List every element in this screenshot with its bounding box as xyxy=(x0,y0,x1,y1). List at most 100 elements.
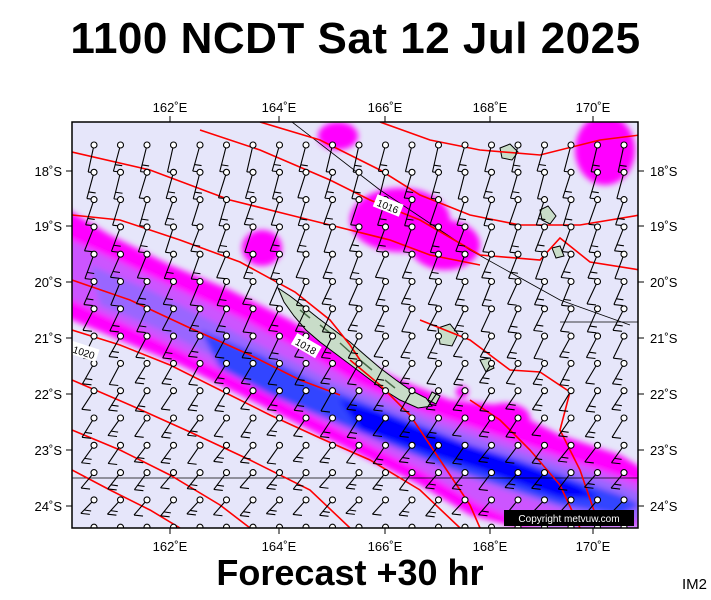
wind-barb-staff xyxy=(84,226,95,252)
wind-barb-staff xyxy=(108,335,121,357)
wind-barb-station xyxy=(116,469,125,477)
wind-barb-feather xyxy=(142,164,150,167)
wind-barb-feather xyxy=(213,460,223,463)
wind-barb-staff xyxy=(617,144,625,173)
wind-barb-feather xyxy=(533,383,543,386)
wind-barb-station xyxy=(275,359,284,367)
wind-barb-staff xyxy=(352,144,360,173)
wind-barb-staff xyxy=(347,308,360,331)
wind-barb-feather xyxy=(319,486,329,489)
wind-barb-feather xyxy=(214,435,224,438)
wind-barb-feather xyxy=(563,298,571,301)
wind-barb-station xyxy=(90,168,98,176)
wind-barb-feather xyxy=(243,511,251,514)
wind-barb-station xyxy=(116,250,125,258)
wind-barb-feather xyxy=(401,331,411,334)
wind-barb-staff xyxy=(452,335,466,357)
wind-barb-station xyxy=(196,469,204,477)
wind-barb-staff xyxy=(298,144,307,172)
wind-barb-feather xyxy=(296,456,304,459)
wind-barb-staff xyxy=(320,335,333,358)
wind-barb-staff xyxy=(374,308,386,332)
wind-barb-feather xyxy=(240,408,250,411)
wind-barb-station xyxy=(249,305,257,313)
wind-barb-staff xyxy=(357,526,360,528)
wind-barb-station xyxy=(143,441,151,449)
wind-barb-staff xyxy=(330,526,333,528)
wind-barb-station xyxy=(143,387,151,395)
wind-barb-feather xyxy=(134,489,144,492)
wind-barb-feather xyxy=(217,537,224,538)
wind-barb-station xyxy=(90,441,98,449)
wind-barb-staff xyxy=(108,390,121,411)
wind-barb-station xyxy=(196,359,204,367)
wind-barb-staff xyxy=(614,226,625,252)
wind-barb-feather xyxy=(294,409,304,412)
wind-barb-feather xyxy=(324,297,332,300)
wind-barb-feather xyxy=(82,329,93,332)
wind-barb-staff xyxy=(323,226,334,253)
wind-barb-station xyxy=(408,523,416,528)
wind-barb-feather xyxy=(295,330,305,333)
wind-barb-feather xyxy=(428,511,436,514)
wind-barb-staff xyxy=(214,335,227,358)
wind-barb-station xyxy=(408,223,416,231)
wind-barb-feather xyxy=(113,244,121,247)
wind-barb-feather xyxy=(428,483,436,486)
wind-barb-station xyxy=(487,387,496,395)
wind-barb-station xyxy=(434,496,443,504)
wind-barb-station xyxy=(381,141,390,149)
wind-barb-staff xyxy=(401,308,413,332)
wind-barb-feather xyxy=(213,514,223,517)
wind-barb-station xyxy=(408,277,416,286)
wind-barb-staff xyxy=(218,199,228,226)
wind-barb-staff xyxy=(399,417,413,437)
wind-barb-station xyxy=(143,469,151,477)
wind-barb-feather xyxy=(378,298,386,301)
wind-barb-staff xyxy=(505,363,519,384)
lat-label-right-22: 22˚S xyxy=(650,387,678,402)
wind-barb-staff xyxy=(378,172,387,200)
wind-barb-feather xyxy=(400,356,410,359)
wind-barb-feather xyxy=(293,460,303,463)
wind-barb-staff xyxy=(511,144,519,172)
wind-barb-station xyxy=(408,168,416,176)
wind-barb-staff xyxy=(561,226,572,252)
wind-barb-feather xyxy=(399,489,409,492)
wind-barb-station xyxy=(487,250,496,258)
wind-barb-feather xyxy=(563,271,571,274)
wind-barb-station xyxy=(328,196,337,204)
wind-barb-staff xyxy=(268,335,280,359)
wind-barb-feather xyxy=(139,325,147,328)
wind-barb-station xyxy=(567,250,575,258)
wind-barb-feather xyxy=(194,164,202,167)
wind-barb-station xyxy=(593,496,602,504)
wind-barb-feather xyxy=(426,383,436,386)
wind-barb-feather xyxy=(354,164,362,167)
wind-barb-feather xyxy=(511,245,519,248)
wind-barb-staff xyxy=(270,254,281,279)
wind-barb-feather xyxy=(561,456,569,459)
wind-barb-station xyxy=(196,332,204,340)
wind-barb-feather xyxy=(616,244,624,247)
wind-barb-staff xyxy=(483,199,493,226)
wind-barb-station xyxy=(355,277,363,286)
wind-barb-station xyxy=(116,277,125,286)
wind-barb-feather xyxy=(459,164,467,167)
wind-barb-station xyxy=(620,168,628,176)
wind-barb-feather xyxy=(81,541,90,542)
wind-barb-feather xyxy=(319,461,329,464)
wind-barb-staff xyxy=(587,253,599,279)
wind-barb-station xyxy=(249,250,257,258)
wind-barb-staff xyxy=(586,308,599,332)
wind-barb-station xyxy=(593,441,602,449)
wind-barb-feather xyxy=(293,435,303,438)
wind-barb-feather xyxy=(536,324,544,327)
wind-barb-feather xyxy=(320,382,330,385)
wind-barb-feather xyxy=(481,330,491,333)
wind-barb-staff xyxy=(456,199,466,226)
wind-barb-feather xyxy=(108,409,118,412)
wind-barb-staff xyxy=(351,172,360,199)
wind-barb-feather xyxy=(373,409,383,412)
wind-barb-staff xyxy=(377,144,387,172)
